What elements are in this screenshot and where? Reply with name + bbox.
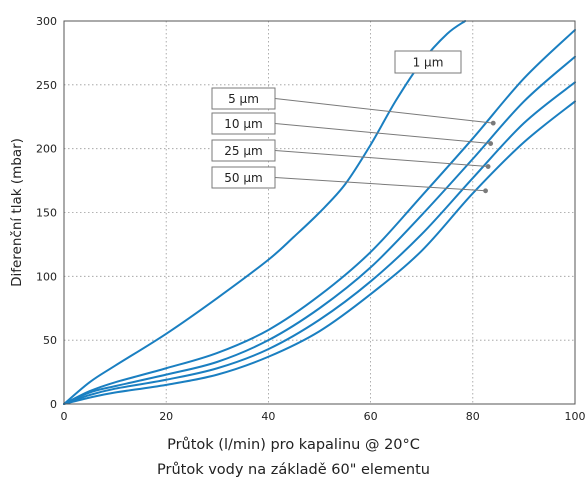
- series-line-5: [63, 100, 576, 405]
- y-tick-label-300: 300: [36, 15, 57, 28]
- y-tick-label-100: 100: [36, 270, 57, 283]
- callout-box-2: [211, 87, 276, 110]
- callout-pointer-5: [274, 177, 486, 192]
- callout-box-1: [394, 50, 462, 74]
- chart-subtitle: Průtok vody na základě 60" elementu: [157, 462, 430, 478]
- callout-dot-5: [483, 188, 488, 194]
- y-tick-label-200: 200: [36, 143, 57, 156]
- callout-4: 25 µm: [211, 139, 491, 169]
- x-tick-label-20: 20: [159, 410, 173, 423]
- callout-dot-2: [490, 120, 496, 126]
- callout-1: 1 µm: [394, 50, 462, 74]
- callout-pointer-3: [274, 123, 491, 145]
- callout-2: 5 µm: [211, 87, 496, 126]
- callouts: 1 µm 5 µm 10 µm 25 µm 50 µm: [211, 50, 496, 194]
- x-tick-label-80: 80: [466, 410, 480, 423]
- callout-label-5: 50 µm: [224, 171, 262, 185]
- callout-label-2: 5 µm: [228, 92, 259, 106]
- y-axis-title: Diferenční tlak (mbar): [9, 138, 25, 287]
- callout-dot-3: [488, 141, 494, 146]
- y-tick-label-150: 150: [36, 207, 57, 220]
- callout-5: 50 µm: [211, 166, 488, 194]
- x-tick-label-100: 100: [565, 410, 586, 423]
- y-tick-label-250: 250: [36, 79, 57, 92]
- series-line-3: [63, 55, 576, 405]
- callout-pointer-2: [274, 98, 494, 124]
- series-line-4: [63, 81, 576, 405]
- callout-dot-4: [485, 164, 491, 169]
- tick-labels: 0 20 40 60 80 100 0 50 100 150 200 250 300: [36, 15, 586, 423]
- callout-box-4: [211, 139, 276, 162]
- callout-pointer-4: [274, 150, 489, 168]
- x-tick-label-40: 40: [261, 410, 275, 423]
- callout-label-1: 1 µm: [413, 56, 444, 70]
- y-tick-label-50: 50: [43, 334, 57, 347]
- callout-3: 10 µm: [211, 112, 494, 146]
- callout-box-5: [211, 166, 276, 189]
- x-tick-label-0: 0: [61, 410, 68, 423]
- callout-box-3: [211, 112, 276, 135]
- x-tick-label-60: 60: [364, 410, 378, 423]
- callout-label-4: 25 µm: [224, 144, 262, 158]
- grid: [64, 21, 575, 404]
- plot-frame: [63, 20, 576, 405]
- series-line-2: [63, 28, 576, 405]
- callout-label-3: 10 µm: [224, 117, 262, 131]
- y-tick-label-0: 0: [50, 398, 57, 411]
- x-axis-title: Průtok (l/min) pro kapalinu @ 20°C: [167, 437, 420, 453]
